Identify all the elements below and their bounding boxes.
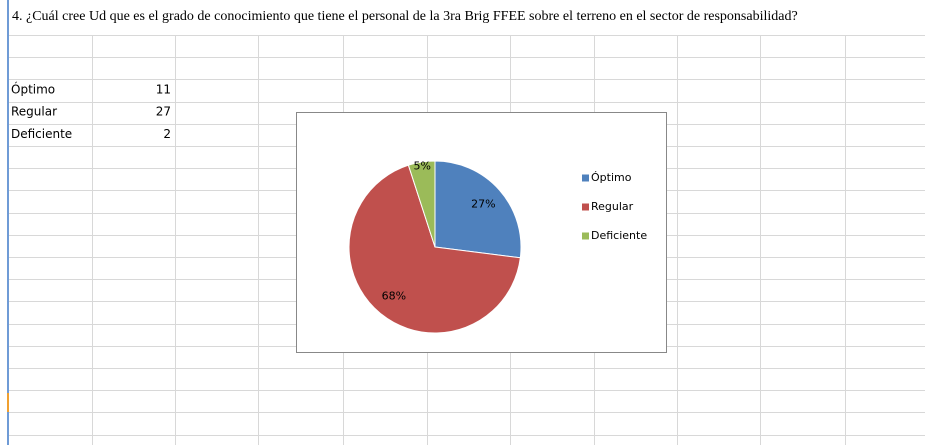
legend-swatch [582, 232, 589, 240]
legend-swatch [582, 174, 589, 182]
slice-label: 5% [413, 159, 430, 172]
legend-swatch [582, 203, 589, 211]
pie-slice [407, 160, 436, 248]
pie-slice [434, 160, 522, 259]
cell-value: 11 [156, 83, 171, 97]
cell-value: 2 [163, 127, 171, 141]
question-title: 4. ¿Cuál cree Ud que es el grado de cono… [12, 9, 798, 24]
legend-label: Regular [591, 200, 634, 213]
cell-value: 27 [156, 105, 171, 119]
pie-chart: 27% 68% 5% Óptimo Regular Deficiente [348, 159, 647, 334]
cell-label: Deficiente [11, 127, 72, 141]
pie-slice [348, 164, 521, 334]
cell-label: Regular [11, 105, 57, 119]
slice-label: 27% [471, 197, 495, 210]
legend-label: Óptimo [591, 171, 632, 184]
cell-label: Óptimo [11, 82, 55, 97]
slice-label: 68% [382, 290, 406, 303]
legend-label: Deficiente [591, 229, 647, 242]
